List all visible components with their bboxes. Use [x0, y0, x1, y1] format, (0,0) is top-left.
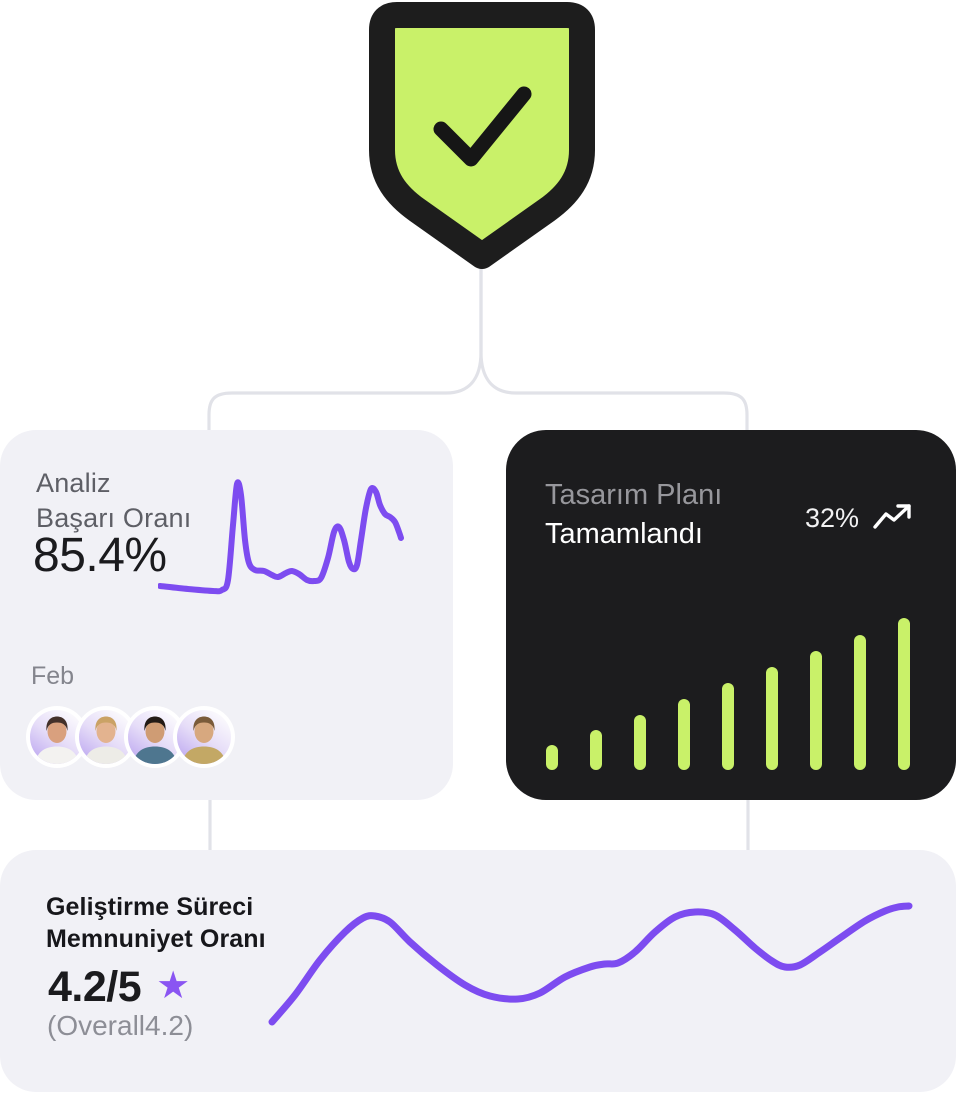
bar: [634, 715, 646, 770]
bar: [898, 618, 910, 770]
avatar-team-member-3: [124, 706, 186, 768]
avatar-group: [26, 706, 235, 768]
analysis-card: Analiz Başarı Oranı 85.4% Feb: [0, 430, 453, 800]
satisfaction-line-chart: [268, 902, 913, 1026]
bar: [854, 635, 866, 770]
analysis-card-title: Analiz Başarı Oranı: [36, 466, 191, 536]
satisfaction-card-title: Geliştirme Süreci Memnuniyet Oranı: [46, 891, 266, 955]
design-card: Tasarım Planı Tamamlandı 32%: [506, 430, 956, 800]
bar: [546, 745, 558, 770]
trend-percent: 32%: [804, 502, 859, 533]
bar: [766, 667, 778, 770]
bar: [810, 651, 822, 770]
star-icon: ★: [156, 964, 191, 1007]
bar: [722, 683, 734, 770]
design-title-line2: Tamamlandı: [545, 518, 703, 550]
score-row: 4.2/5 ★: [48, 963, 190, 1012]
satisfaction-title-line2: Memnuniyet Oranı: [46, 925, 266, 953]
shield-badge: [369, 2, 595, 270]
check-icon: [433, 86, 532, 167]
design-card-title: Tasarım Planı Tamamlandı: [545, 476, 722, 554]
trending-up-icon: [873, 504, 911, 529]
bar: [590, 730, 602, 770]
bar: [678, 699, 690, 770]
analysis-value: 85.4%: [33, 529, 167, 582]
satisfaction-score: 4.2/5: [48, 963, 142, 1011]
trend-indicator: 32%: [805, 502, 914, 534]
design-title-line1: Tasarım Planı: [545, 479, 723, 511]
analysis-title-line1: Analiz: [36, 468, 111, 498]
overall-label: (Overall4.2): [47, 1010, 194, 1041]
analysis-line-chart: [158, 479, 404, 595]
shield-check-icon: [369, 2, 595, 269]
avatar-team-member-4: [173, 706, 235, 768]
analysis-title-line2: Başarı Oranı: [36, 503, 192, 533]
bar-chart: [546, 618, 911, 770]
satisfaction-title-line1: Geliştirme Süreci: [46, 893, 254, 921]
avatar-team-member-2: [75, 706, 137, 768]
month-label: Feb: [31, 662, 75, 690]
satisfaction-card: Geliştirme Süreci Memnuniyet Oranı 4.2/5…: [0, 850, 956, 1092]
